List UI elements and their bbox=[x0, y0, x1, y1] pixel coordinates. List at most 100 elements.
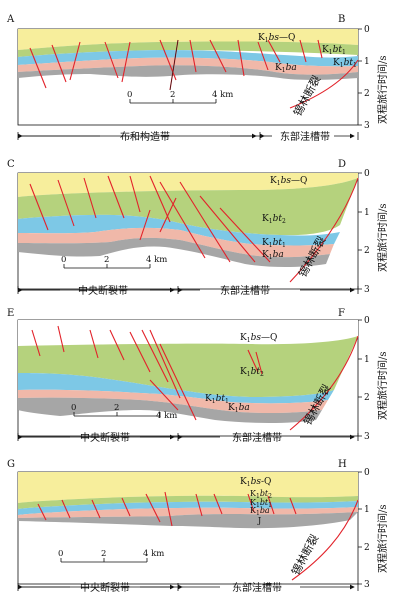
fault-lines bbox=[31, 325, 359, 431]
scale-label: 0 bbox=[61, 255, 66, 265]
unit-label: K1ba bbox=[228, 403, 250, 414]
unit-j bbox=[18, 65, 358, 80]
unit-label: K1ba bbox=[250, 506, 270, 517]
unit-j bbox=[18, 512, 358, 529]
time-tick: 1 bbox=[364, 57, 370, 67]
section-end-h: H bbox=[338, 459, 347, 470]
scale-label: 2 bbox=[104, 255, 109, 265]
unit-k1bt2 bbox=[18, 178, 358, 236]
scale-label: 2 bbox=[101, 549, 106, 559]
unit-label: K1bs-Q bbox=[240, 477, 271, 488]
time-tick: 3 bbox=[364, 432, 370, 442]
time-tick: 3 bbox=[364, 285, 370, 295]
section-panel-ef bbox=[17, 319, 359, 437]
time-tick: 1 bbox=[364, 208, 370, 218]
zone-label-east-trough: 东部洼槽带 bbox=[232, 431, 282, 444]
fault-lines bbox=[37, 491, 359, 581]
scale-label: 4 km bbox=[212, 90, 233, 100]
section-panel-ab bbox=[17, 28, 359, 126]
time-axis-title: 双程旅行时间/s bbox=[376, 55, 389, 124]
unit-k1bt2 bbox=[18, 336, 358, 397]
zone-label-central-fault: 中央断裂带 bbox=[78, 284, 128, 297]
scale-label: 2 bbox=[114, 403, 119, 413]
unit-k1ba bbox=[18, 227, 334, 258]
zone-label-east-trough: 东部洼槽带 bbox=[280, 130, 330, 143]
section-end-f: F bbox=[338, 308, 345, 319]
time-axis-titles: 双程旅行时间/s 双程旅行时间/s 双程旅行时间/s 双程旅行时间/s bbox=[376, 55, 389, 573]
zone-arrows bbox=[17, 132, 359, 591]
unit-label: K1bt2 bbox=[240, 367, 264, 378]
unit-k1ba bbox=[18, 389, 328, 413]
scale-label: 0 bbox=[58, 549, 63, 559]
scale-bars bbox=[60, 99, 217, 563]
time-tick: 3 bbox=[364, 580, 370, 590]
unit-label: K1ba bbox=[275, 63, 297, 74]
unit-label: K1bt1 bbox=[205, 394, 229, 405]
section-panel-gh bbox=[17, 471, 359, 585]
scale-label: 2 bbox=[170, 90, 175, 100]
time-tick: 2 bbox=[364, 246, 370, 256]
unit-labels: K1bs—Q K1bt1 K1bt1 K1ba K1bs—Q K1bt2 K1b… bbox=[205, 33, 357, 525]
unit-label: K1bt1 bbox=[333, 58, 357, 69]
section-start-g: G bbox=[7, 459, 15, 470]
unit-k1ba bbox=[18, 57, 358, 75]
unit-k1bs-q bbox=[18, 29, 358, 50]
time-axis-title: 双程旅行时间/s bbox=[376, 351, 389, 420]
time-axis-title: 双程旅行时间/s bbox=[376, 203, 389, 272]
unit-k1bt1 bbox=[18, 373, 334, 404]
section-start-e: E bbox=[7, 308, 14, 319]
unit-k1bs-q bbox=[18, 472, 358, 503]
time-tick: 0 bbox=[364, 25, 370, 35]
time-tick: 2 bbox=[364, 543, 370, 553]
scale-bar-labels: 0 2 4 km 0 2 4 km 0 2 4 km 0 2 4 km bbox=[58, 90, 233, 559]
time-tick: 1 bbox=[364, 505, 370, 515]
unit-k1bt2 bbox=[18, 495, 358, 509]
unit-label: K1bs—Q bbox=[270, 176, 307, 187]
time-axis-ticks: 0 1 2 3 0 1 2 3 0 1 2 3 0 1 2 3 bbox=[364, 25, 370, 590]
section-end-d: D bbox=[338, 159, 346, 170]
scale-label: 4 km bbox=[156, 411, 177, 421]
fault-lines bbox=[29, 39, 359, 109]
unit-label: K1bt2 bbox=[250, 489, 272, 500]
unit-label: K1bs—Q bbox=[258, 33, 295, 44]
unit-k1bt2 bbox=[18, 41, 358, 57]
fault-lines bbox=[29, 175, 359, 283]
zone-label-central-fault: 中央断裂带 bbox=[80, 431, 130, 444]
unit-label: K1ba bbox=[262, 250, 284, 261]
zone-label-east-trough: 东部洼槽带 bbox=[232, 581, 282, 594]
scale-label: 4 km bbox=[146, 255, 167, 265]
unit-label: K1bt2 bbox=[262, 214, 286, 225]
unit-k1bt1 bbox=[18, 50, 358, 67]
unit-j bbox=[18, 397, 322, 423]
section-panel-cd bbox=[17, 172, 359, 290]
time-tick: 0 bbox=[364, 316, 370, 326]
time-tick: 1 bbox=[364, 355, 370, 365]
time-axes bbox=[358, 28, 362, 585]
time-tick: 3 bbox=[364, 121, 370, 131]
zone-labels: 布和构造带 东部洼槽带 中央断裂带 东部洼槽带 中央断裂带 东部洼槽带 中央断裂… bbox=[78, 130, 330, 594]
section-end-b: B bbox=[338, 14, 345, 25]
time-axis-title: 双程旅行时间/s bbox=[376, 504, 389, 573]
unit-label: K1bs—Q bbox=[240, 333, 277, 344]
unit-k1bt1 bbox=[18, 214, 340, 246]
zone-label-east-trough: 东部洼槽带 bbox=[220, 284, 270, 297]
zone-label-central-fault: 中央断裂带 bbox=[80, 581, 130, 594]
section-start-c: C bbox=[7, 159, 15, 170]
time-tick: 2 bbox=[364, 89, 370, 99]
zone-label-buhe: 布和构造带 bbox=[120, 130, 170, 143]
time-tick: 0 bbox=[364, 468, 370, 478]
unit-label: J bbox=[257, 516, 261, 525]
time-tick: 2 bbox=[364, 393, 370, 403]
time-tick: 0 bbox=[364, 169, 370, 179]
scale-label: 0 bbox=[71, 403, 76, 413]
unit-label: K1bt1 bbox=[262, 238, 286, 249]
unit-label: K1bt1 bbox=[322, 45, 346, 56]
unit-k1bs-q bbox=[18, 320, 358, 350]
unit-k1bs-q bbox=[18, 173, 358, 197]
unit-k1bt1 bbox=[18, 501, 358, 515]
unit-j bbox=[18, 237, 330, 267]
section-start-a: A bbox=[6, 14, 15, 25]
scale-label: 4 km bbox=[143, 549, 164, 559]
unit-label: K1bt1 bbox=[250, 498, 272, 509]
